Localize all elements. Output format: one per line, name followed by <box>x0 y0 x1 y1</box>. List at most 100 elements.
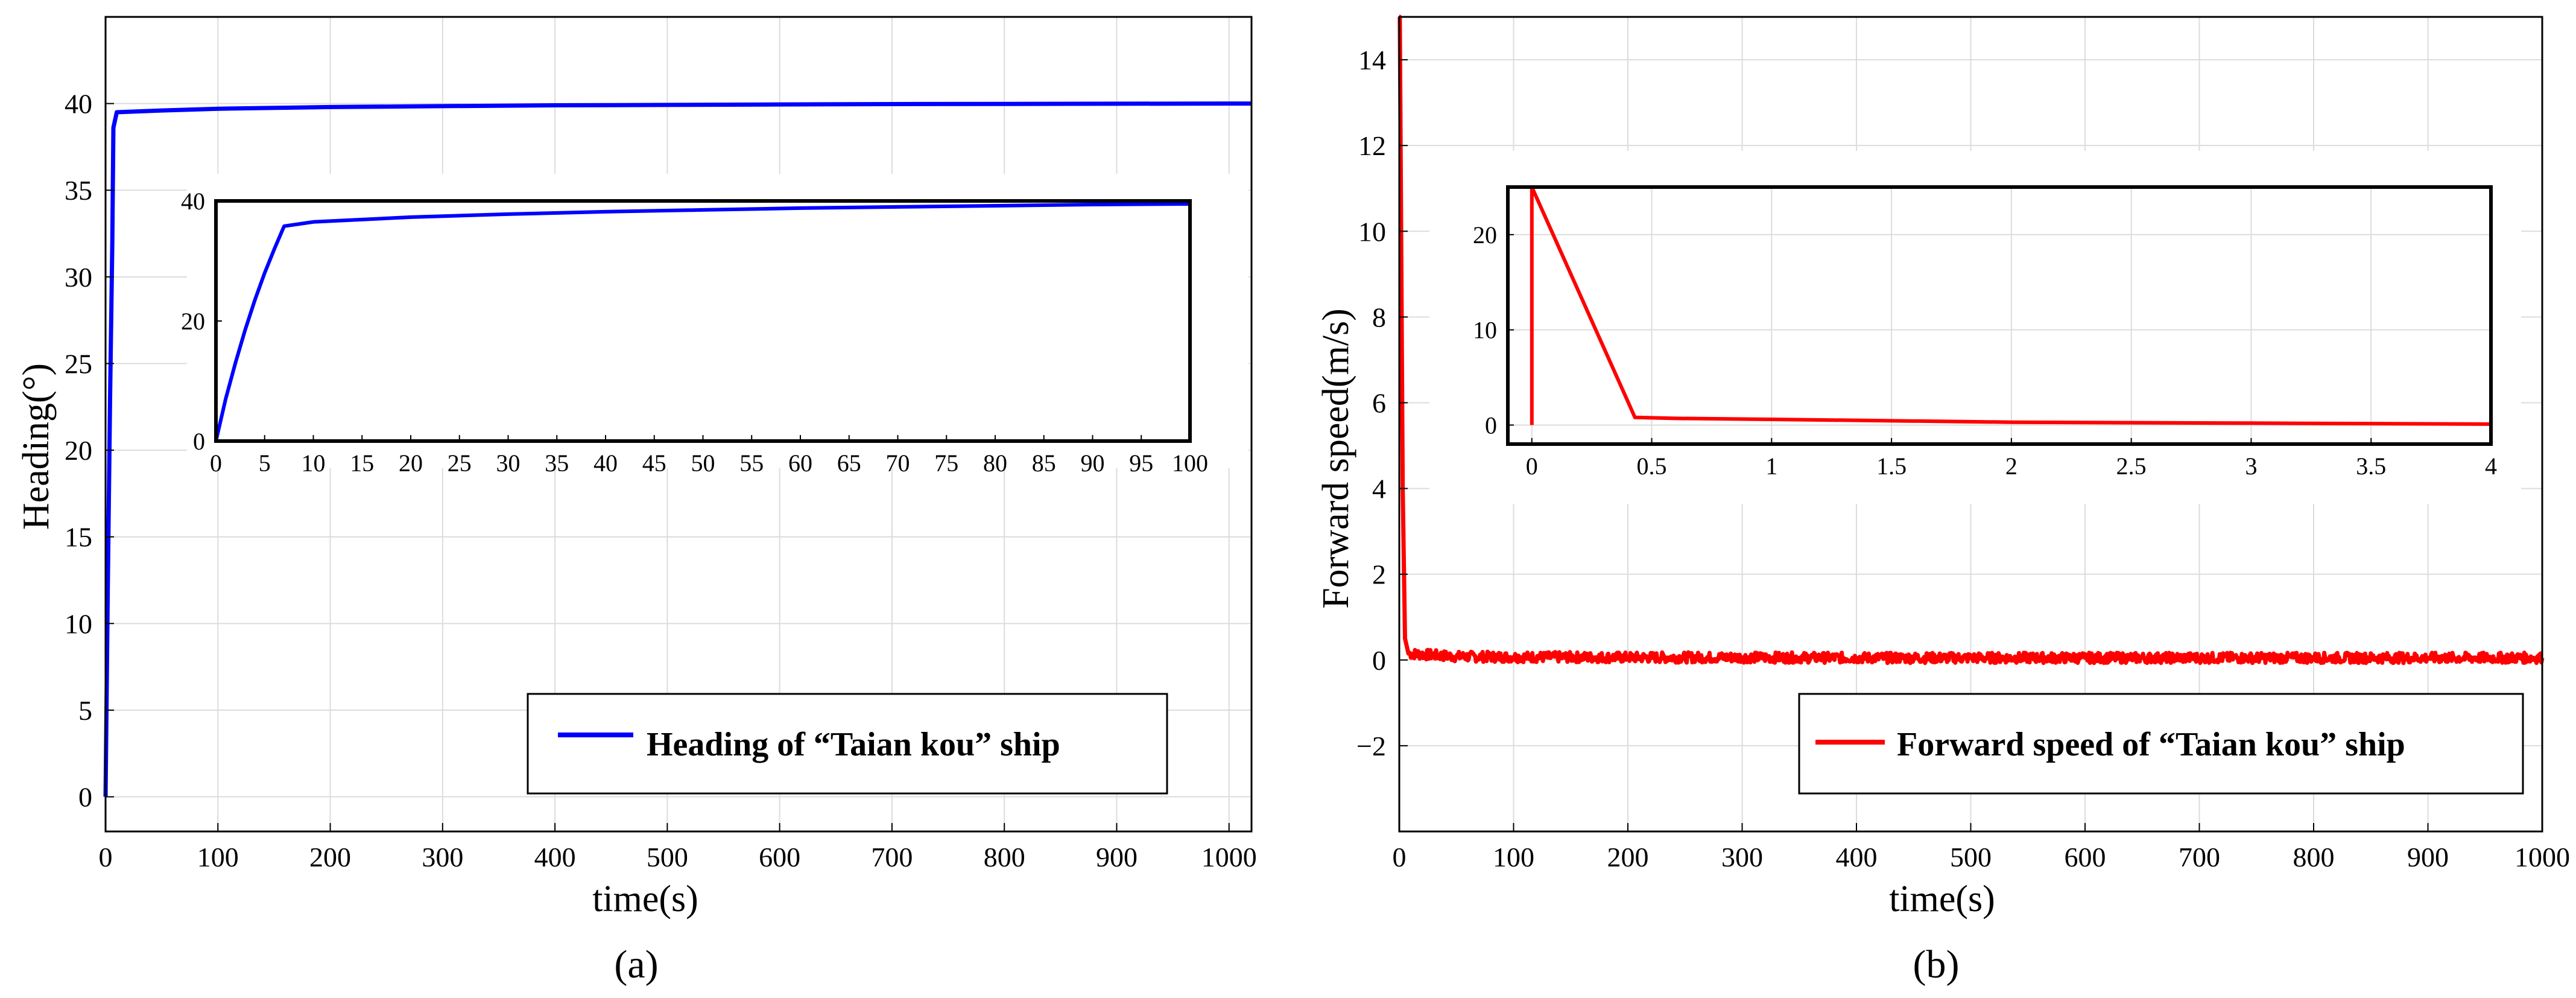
x-tick-label: 1000 <box>2514 842 2570 872</box>
inset-y-ticks-a: 0 20 40 <box>181 188 222 455</box>
series-heading <box>103 101 1252 797</box>
legend-label-heading: Heading of “Taian kou” ship <box>647 726 1060 763</box>
inset-x-tick-label: 30 <box>496 450 521 477</box>
inset-x-tick-label: 3 <box>2245 453 2257 480</box>
inset-x-tick-label: 55 <box>739 450 764 477</box>
y-tick-label: 35 <box>65 175 92 206</box>
x-tick-label: 500 <box>647 842 688 872</box>
x-tick-label: 800 <box>984 842 1025 872</box>
x-tick-label: 400 <box>534 842 576 872</box>
inset-x-tick-label: 50 <box>691 450 715 477</box>
x-tick-label: 700 <box>871 842 913 872</box>
x-ticks-a: 0 100 200 300 400 500 600 700 800 900 1000 <box>99 823 1257 872</box>
x-tick-label: 200 <box>1607 842 1649 872</box>
inset-x-ticks-a: 0 5 10 15 20 25 30 35 40 45 50 55 60 65 70 75 80 85 90 95 10… <box>210 435 1208 477</box>
inset-series-line <box>1530 185 2492 426</box>
x-axis-label-b: time(s) <box>1889 879 1995 920</box>
inset-x-tick-label: 1 <box>1765 453 1777 480</box>
legend-box-a <box>527 693 1168 795</box>
inset-y-tick-label: 0 <box>193 428 205 455</box>
y-axis-label-b: Forward speed(m/s) <box>1315 308 1356 609</box>
y-tick-label: 6 <box>1372 387 1386 418</box>
x-tick-label: 0 <box>1393 842 1407 872</box>
x-ticks-b: 0 100 200 300 400 500 600 700 800 900 1000 <box>1393 823 2570 872</box>
inset-x-tick-label: 40 <box>593 450 618 477</box>
series-forward-speed <box>1397 14 2545 666</box>
x-tick-label: 100 <box>1493 842 1534 872</box>
inset-x-tick-label: 5 <box>259 450 271 477</box>
x-tick-label: 100 <box>197 842 239 872</box>
inset-x-tick-label: 1.5 <box>1876 453 1907 480</box>
y-tick-label: 20 <box>65 435 92 466</box>
inset-series-heading <box>214 202 1191 442</box>
legend-label-forward-speed: Forward speed of “Taian kou” ship <box>1897 726 2405 763</box>
inset-x-tick-label: 60 <box>788 450 812 477</box>
inset-x-tick-label: 70 <box>886 450 910 477</box>
y-ticks-b: −2 0 2 4 6 8 10 12 14 <box>1356 45 1408 761</box>
y-tick-label: 10 <box>1358 216 1386 247</box>
inset-x-tick-label: 35 <box>545 450 569 477</box>
y-tick-label: 40 <box>65 89 92 119</box>
inset-x-ticks-b: 0 0.5 1 1.5 2 2.5 3 3.5 4 <box>1526 438 2497 480</box>
inset-x-tick-label: 0 <box>210 450 222 477</box>
inset-x-tick-label: 75 <box>934 450 958 477</box>
y-axis-label-a: Heading(°) <box>16 363 57 530</box>
panel-caption-b: (b) <box>1913 942 1960 987</box>
inset-x-tick-label: 2.5 <box>2116 453 2147 480</box>
y-tick-label: 4 <box>1372 474 1386 504</box>
x-tick-label: 500 <box>1950 842 1992 872</box>
panel-caption-a: (a) <box>614 942 658 987</box>
y-tick-label: 14 <box>1358 45 1386 75</box>
inset-x-tick-label: 0.5 <box>1637 453 1667 480</box>
inset-y-tick-label: 10 <box>1473 317 1497 344</box>
inset-background-a <box>187 174 1248 468</box>
inset-a: 0 20 40 0 5 10 15 20 25 30 35 40 45 50 55 60 65 70 75 80 85… <box>181 174 1248 477</box>
inset-x-tick-label: 95 <box>1129 450 1153 477</box>
x-tick-label: 800 <box>2293 842 2335 872</box>
inset-y-tick-label: 20 <box>1473 221 1497 249</box>
series-line <box>1397 14 2545 666</box>
x-tick-label: 900 <box>2407 842 2449 872</box>
inset-x-tick-label: 0 <box>1526 453 1538 480</box>
legend-a: Heading of “Taian kou” ship <box>527 693 1168 795</box>
inset-x-tick-label: 25 <box>448 450 472 477</box>
inset-y-tick-label: 0 <box>1485 412 1497 439</box>
inset-b: 0 10 20 0 0.5 1 1.5 2 2.5 3 3.5 4 <box>1429 151 2521 504</box>
legend-box-b <box>1798 693 2524 795</box>
inset-x-tick-label: 3.5 <box>2356 453 2386 480</box>
x-axis-label-a: time(s) <box>592 879 698 920</box>
y-tick-label: 25 <box>65 348 92 379</box>
inset-y-ticks-b: 0 10 20 <box>1473 221 1514 439</box>
y-ticks-a: 0 5 10 15 20 25 30 35 40 <box>65 89 114 813</box>
y-tick-label: 2 <box>1372 559 1386 590</box>
inset-x-tick-label: 20 <box>399 450 423 477</box>
y-tick-label: 12 <box>1358 130 1386 161</box>
inset-series-line <box>214 202 1191 442</box>
inset-x-tick-label: 15 <box>350 450 374 477</box>
y-tick-label: −2 <box>1356 731 1386 761</box>
inset-y-tick-label: 40 <box>181 188 205 215</box>
inset-x-tick-label: 90 <box>1081 450 1105 477</box>
x-tick-label: 700 <box>2179 842 2220 872</box>
x-tick-label: 0 <box>99 842 113 872</box>
inset-y-tick-label: 20 <box>181 308 205 335</box>
x-tick-label: 600 <box>759 842 800 872</box>
inset-frame-b <box>1506 185 2493 446</box>
legend-b: Forward speed of “Taian kou” ship <box>1798 693 2524 795</box>
axes-frame-a <box>104 16 1253 833</box>
x-tick-label: 600 <box>2065 842 2106 872</box>
x-tick-label: 1000 <box>1201 842 1257 872</box>
inset-x-tick-label: 100 <box>1172 450 1208 477</box>
series-line <box>103 101 1252 797</box>
inset-x-tick-label: 10 <box>302 450 326 477</box>
inset-x-tick-label: 4 <box>2485 453 2497 480</box>
inset-x-tick-label: 45 <box>642 450 666 477</box>
x-tick-label: 400 <box>1836 842 1878 872</box>
y-tick-label: 5 <box>78 695 92 726</box>
inset-x-tick-label: 80 <box>983 450 1007 477</box>
inset-x-tick-label: 65 <box>837 450 861 477</box>
x-tick-label: 300 <box>422 842 463 872</box>
inset-x-tick-label: 85 <box>1032 450 1056 477</box>
